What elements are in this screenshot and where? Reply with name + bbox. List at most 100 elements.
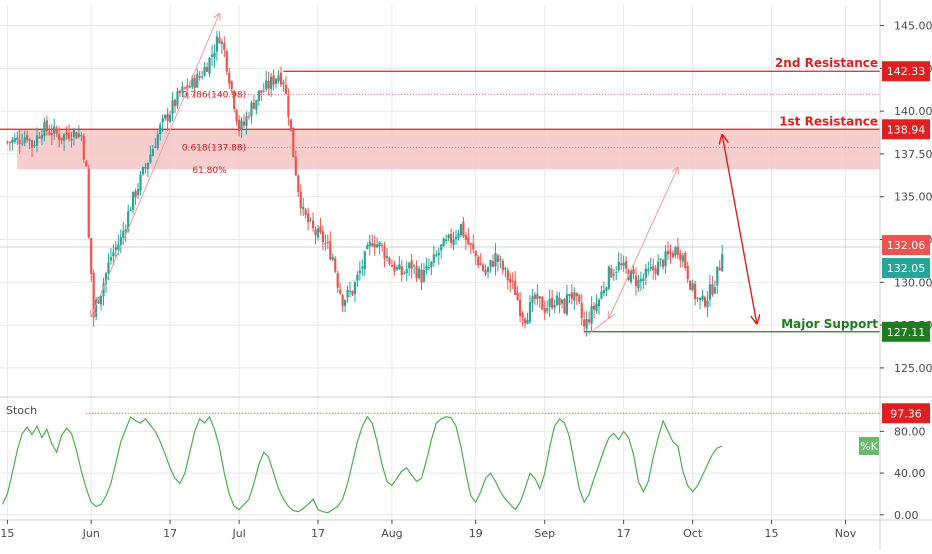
last-price-tag: 132.06 — [887, 239, 926, 252]
x-tick-label: 19 — [469, 527, 483, 540]
candle-body — [43, 122, 46, 137]
stoch-label: Stoch — [6, 404, 37, 417]
trend-lines — [91, 14, 757, 335]
candle-body — [657, 261, 660, 276]
level-price-tag-bg — [882, 321, 930, 342]
candle-body — [60, 137, 63, 141]
candle-body — [435, 254, 438, 256]
candle-body — [597, 299, 601, 307]
candle-body — [474, 251, 477, 257]
candle-body — [546, 308, 549, 312]
candle-body — [90, 238, 93, 275]
candle-body — [208, 57, 211, 74]
candle-body — [168, 114, 172, 122]
candle-body — [595, 303, 598, 312]
candle-body — [247, 116, 251, 118]
candle-body — [509, 278, 512, 283]
candle-body — [238, 119, 241, 132]
candle-body — [486, 267, 490, 272]
candle-body — [129, 209, 132, 212]
candle-body — [373, 243, 376, 248]
x-tick-label: 17 — [617, 527, 631, 540]
candle-body — [477, 257, 480, 266]
candle-body — [625, 261, 628, 269]
candle-body — [48, 132, 51, 135]
candle-body — [196, 74, 199, 88]
candle-body — [334, 258, 337, 272]
candle-body — [536, 293, 539, 300]
candle-body — [427, 267, 431, 269]
candle-body — [38, 136, 41, 139]
candle-body — [223, 43, 226, 50]
candle-body — [666, 250, 670, 255]
candle-body — [639, 278, 642, 282]
candle-body — [519, 299, 522, 316]
candle-body — [144, 166, 147, 169]
candle-body — [642, 278, 645, 282]
x-tick-label: Sep — [534, 527, 555, 540]
x-tick-label: Jun — [82, 527, 100, 540]
candle-body — [469, 243, 472, 245]
candle-body — [218, 37, 221, 44]
candle-body — [425, 265, 428, 270]
level-price-tag-bg — [882, 119, 930, 140]
candle-body — [262, 90, 265, 92]
candle-body — [220, 41, 223, 44]
level-price-tag-bg — [882, 61, 930, 82]
candle-body — [622, 262, 625, 266]
candle-body — [602, 290, 606, 294]
candle-body — [689, 280, 692, 290]
candle-body — [230, 81, 233, 90]
candle-body — [494, 252, 497, 267]
candle-body — [506, 270, 509, 281]
candle-body — [265, 80, 268, 90]
candle-body — [321, 231, 325, 242]
candle-body — [154, 146, 157, 148]
candle-body — [55, 128, 58, 134]
candle-body — [632, 269, 635, 274]
candle-body — [516, 292, 519, 301]
x-tick-label: Oct — [683, 527, 703, 540]
candle-body — [107, 262, 110, 274]
candle-body — [30, 140, 34, 148]
candle-body — [531, 296, 534, 303]
candle-body — [82, 135, 85, 160]
candle-body — [99, 295, 103, 305]
candle-body — [72, 130, 76, 138]
candle-body — [166, 113, 169, 122]
candle-body — [575, 292, 578, 297]
candle-body — [361, 266, 364, 269]
candle-body — [511, 280, 514, 282]
y-tick-label: 135.00 — [894, 191, 932, 204]
candle-body — [464, 235, 467, 240]
candle-body — [87, 168, 90, 238]
stoch-high-tag: 97.36 — [890, 407, 922, 420]
candle-body — [277, 75, 280, 81]
candle-body — [228, 72, 231, 84]
candle-body — [329, 241, 332, 260]
candle-body — [548, 298, 551, 307]
candle-body — [294, 156, 297, 176]
candle-body — [679, 253, 682, 260]
candle-body — [371, 243, 374, 246]
candle-body — [65, 132, 68, 135]
candle-body — [213, 52, 216, 58]
candle-body — [6, 141, 9, 143]
candle-body — [383, 246, 386, 259]
candle-body — [35, 135, 39, 146]
y-tick-label: 137.50 — [894, 148, 932, 161]
candle-body — [501, 260, 504, 271]
candle-body — [141, 167, 145, 175]
candle-body — [583, 319, 586, 327]
candle-body — [235, 109, 238, 122]
fib-label: 0.786(140.98) — [182, 90, 246, 100]
candle-body — [302, 206, 305, 210]
candle-body — [324, 242, 327, 244]
candle-body — [716, 266, 719, 286]
candle-body — [558, 298, 561, 305]
candle-body — [267, 80, 270, 89]
candle-body — [205, 67, 209, 72]
candle-body — [681, 255, 684, 262]
candle-body — [311, 220, 315, 229]
